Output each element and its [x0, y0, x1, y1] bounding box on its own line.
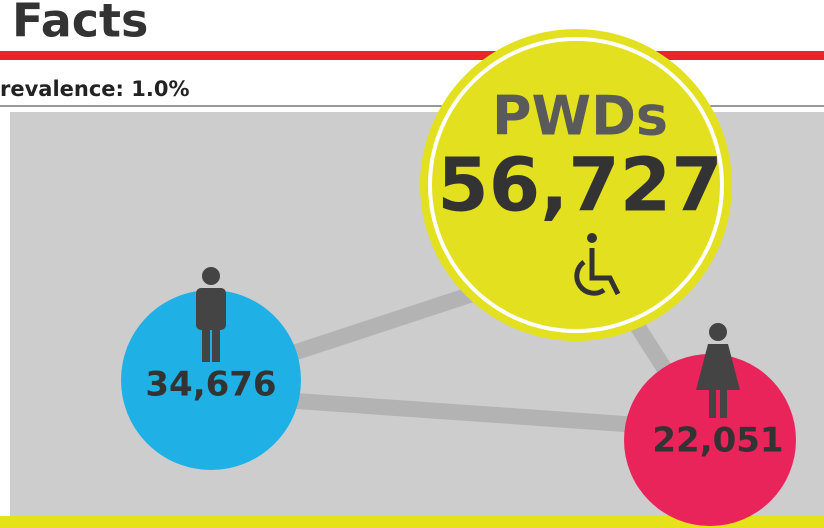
red-rule	[0, 51, 824, 60]
total-value: 56,727	[437, 143, 723, 229]
bottom-strip	[0, 516, 824, 528]
total-label: PWDs	[492, 85, 668, 148]
total-ring	[428, 37, 724, 333]
subtitle: revalence: 1.0%	[0, 77, 190, 101]
female-value: 22,051	[652, 421, 783, 461]
female-circle	[624, 354, 796, 526]
wheelchair-icon	[574, 233, 621, 296]
total-circle	[420, 29, 732, 341]
male-icon	[196, 267, 226, 362]
male-value: 34,676	[145, 365, 276, 405]
female-icon	[696, 323, 740, 418]
title: Facts	[12, 0, 148, 48]
male-circle	[121, 290, 301, 470]
